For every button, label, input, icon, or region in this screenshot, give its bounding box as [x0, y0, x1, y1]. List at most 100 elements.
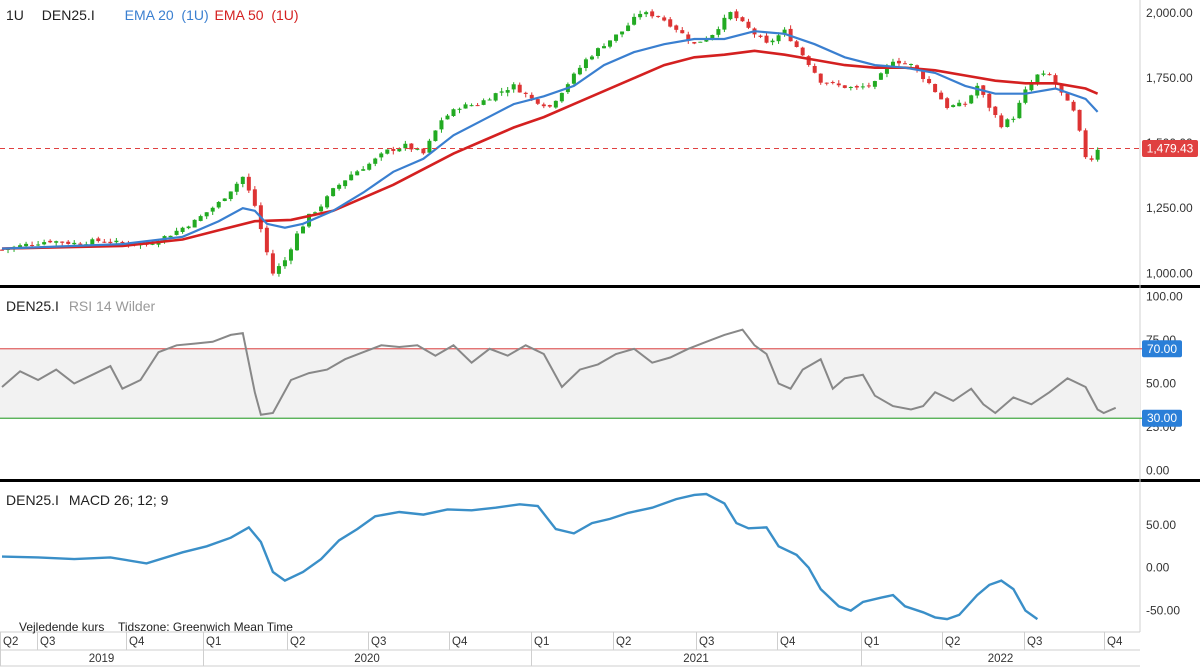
candle	[42, 239, 47, 246]
candle	[872, 80, 877, 90]
candle	[487, 97, 492, 101]
year-label: 2019	[89, 653, 115, 665]
candle	[638, 10, 643, 20]
candle	[963, 101, 968, 107]
quarter-label: Q4	[129, 636, 145, 648]
macd-legend[interactable]: DEN25.I MACD 26; 12; 9	[6, 492, 168, 508]
quarter-label: Q1	[206, 636, 221, 648]
candle	[680, 27, 685, 34]
candle	[210, 206, 215, 215]
candle	[216, 201, 221, 209]
quarter-label: Q2	[616, 636, 631, 648]
candle	[668, 17, 673, 28]
candle	[391, 146, 396, 155]
candle	[523, 91, 528, 98]
panel-separator-bottom[interactable]	[0, 479, 1200, 482]
candle	[547, 104, 552, 108]
y-tick-label: 2,000.00	[1146, 6, 1193, 20]
candle	[276, 263, 281, 277]
candle	[553, 100, 558, 109]
candle	[595, 47, 600, 59]
candle	[602, 43, 606, 49]
candle	[824, 82, 829, 86]
candle	[270, 249, 275, 276]
candle	[698, 41, 703, 43]
rsi-upper-badge: 70.00	[1142, 340, 1182, 358]
timeframe-label[interactable]: 1U	[6, 7, 24, 23]
candle	[620, 31, 625, 38]
rsi-legend[interactable]: DEN25.I RSI 14 Wilder	[6, 298, 155, 314]
candle	[969, 94, 974, 105]
quarter-label: Q4	[780, 636, 796, 648]
candle	[746, 18, 751, 30]
candle	[264, 225, 269, 256]
candle	[728, 11, 733, 21]
candle	[860, 83, 865, 90]
candle	[66, 240, 71, 245]
candle	[204, 212, 209, 220]
candle	[830, 80, 835, 85]
candle	[939, 90, 944, 100]
candle	[842, 85, 847, 89]
candle	[505, 86, 510, 97]
candle	[951, 104, 956, 108]
candle	[282, 257, 287, 269]
candle	[577, 64, 582, 76]
macd-line	[1, 492, 1039, 621]
candle	[463, 102, 468, 109]
candle	[1017, 100, 1022, 119]
candle	[54, 240, 59, 246]
candle	[662, 15, 667, 22]
candle	[421, 148, 426, 155]
candle	[403, 140, 408, 151]
candle	[385, 149, 390, 155]
symbol-label: DEN25.I	[41, 7, 95, 23]
candle	[439, 117, 444, 133]
candle	[1053, 73, 1058, 89]
quarter-label: Q1	[534, 636, 549, 648]
y-tick-label: 0.00	[1146, 561, 1170, 575]
candle	[451, 108, 456, 117]
candle	[987, 91, 992, 112]
quarter-label: Q2	[290, 636, 305, 648]
candle	[866, 82, 871, 89]
candle	[589, 54, 594, 61]
candle	[614, 34, 619, 43]
candle	[78, 241, 83, 245]
ema20-line	[1, 30, 1099, 250]
candle	[1077, 109, 1082, 132]
time-axis[interactable]: Q2 Q3 Q4 Q1 Q2 Q3 Q4 Q1 Q2 Q3 Q4 Q1 Q2 Q3 Q4 2019 2020 20…	[0, 632, 1123, 666]
candle	[782, 27, 787, 37]
candle	[198, 214, 203, 222]
quarter-label: Q3	[371, 636, 386, 648]
candle	[583, 57, 588, 72]
macd-label: MACD 26; 12; 9	[68, 492, 169, 508]
candle	[168, 235, 173, 238]
year-label: 2022	[988, 653, 1014, 665]
ema20-legend[interactable]: EMA 20 (1U)	[124, 7, 209, 23]
price-legend: 1U DEN25.I EMA 20 (1U) EMA 50 (1U)	[6, 7, 299, 23]
candle	[475, 103, 480, 107]
candle	[499, 87, 504, 96]
candle	[174, 227, 179, 236]
candle	[896, 57, 901, 67]
candle	[650, 9, 655, 19]
macd-symbol: DEN25.I	[6, 492, 59, 508]
candle	[608, 40, 613, 49]
candle	[806, 55, 811, 67]
panel-separator-top[interactable]	[0, 285, 1200, 288]
candle	[848, 86, 853, 91]
y-tick-label: 1,000.00	[1146, 266, 1193, 280]
candle	[535, 98, 540, 105]
rsi-symbol: DEN25.I	[6, 298, 59, 314]
quarter-label: Q2	[945, 636, 960, 648]
candle	[1047, 72, 1052, 76]
quarter-label: Q3	[40, 636, 55, 648]
candle	[331, 187, 336, 197]
ema50-legend[interactable]: EMA 50 (1U)	[214, 7, 299, 23]
candle	[818, 73, 823, 85]
candle	[903, 60, 907, 65]
candle	[427, 138, 432, 155]
candle	[0, 249, 4, 251]
